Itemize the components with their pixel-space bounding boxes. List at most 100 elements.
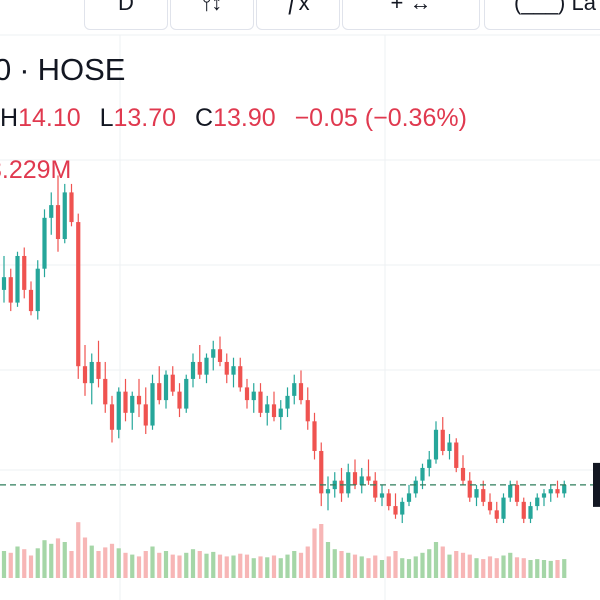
candle-body — [481, 489, 486, 502]
volume-bar — [339, 551, 344, 578]
candle-body — [359, 476, 364, 485]
volume-bars — [1, 522, 567, 578]
candle-body — [325, 489, 331, 494]
candle-body — [143, 404, 148, 426]
candle-body — [427, 459, 432, 468]
candle-body — [35, 268, 40, 312]
candle-body — [406, 493, 412, 502]
candle-body — [130, 395, 135, 413]
candle-body — [103, 378, 108, 405]
volume-bar — [35, 548, 40, 578]
candle-body — [224, 361, 229, 375]
volume-bar — [325, 542, 331, 578]
close-label: C — [195, 104, 214, 132]
volume-bar — [244, 554, 250, 578]
volume-bar — [400, 558, 405, 578]
volume-bar — [548, 560, 553, 578]
volume-bar — [521, 558, 526, 578]
candle-body — [238, 366, 243, 388]
volume-bar — [217, 554, 223, 578]
volume-bar — [224, 556, 229, 578]
volume-bar — [494, 558, 499, 578]
candle-body — [177, 391, 182, 409]
volume-bar — [190, 549, 196, 578]
candle-body — [400, 501, 405, 515]
candle-body — [555, 489, 560, 494]
volume-bar — [82, 537, 88, 578]
volume-bar — [440, 546, 445, 578]
candle-body — [420, 467, 425, 481]
candle-body — [22, 255, 27, 290]
indicators-button[interactable]: ƒx — [256, 0, 340, 30]
volume-bar — [116, 548, 121, 578]
volume-bar — [103, 547, 108, 578]
candle-body — [28, 289, 34, 312]
candle-body — [89, 361, 94, 384]
candle-body — [319, 450, 324, 494]
candle-body — [231, 366, 236, 375]
candle-body — [15, 255, 20, 303]
volume-bar — [454, 551, 459, 578]
candle-body — [244, 387, 250, 401]
volume-bar — [123, 552, 128, 578]
candle-body — [76, 222, 81, 367]
volume-bar — [109, 543, 115, 578]
volume-bar — [474, 558, 479, 578]
candle-body — [393, 506, 398, 515]
candle-body — [49, 205, 54, 218]
candle-body — [42, 217, 47, 269]
volume-bar — [541, 560, 547, 578]
volume-bar — [69, 551, 74, 578]
volume-bar — [460, 552, 466, 578]
candle-body — [285, 395, 290, 409]
volume-bar — [305, 546, 310, 578]
volume-bar — [170, 554, 175, 578]
candle-body — [447, 442, 452, 451]
volume-bar — [130, 554, 135, 578]
volume-bar — [42, 540, 47, 578]
candle-body — [116, 391, 121, 430]
compare-button[interactable]: + ↔ — [342, 0, 480, 30]
candle-body — [528, 506, 533, 519]
candle-body — [8, 277, 13, 303]
volume-bar — [136, 556, 142, 578]
candle-body — [170, 374, 175, 392]
candle-style-button[interactable]: ⫯↕ — [170, 0, 254, 30]
volume-bar — [319, 524, 324, 578]
candle-body — [217, 349, 223, 362]
symbol-line: 0 · HOSE — [0, 52, 125, 88]
volume-value: 3.229M — [0, 156, 72, 184]
volume-bar — [15, 546, 20, 578]
volume-bar — [251, 558, 256, 578]
volume-bar — [62, 542, 67, 578]
volume-bar — [76, 522, 81, 578]
volume-bar — [49, 543, 54, 578]
candle-body — [386, 493, 391, 507]
exchange-name: HOSE — [37, 52, 126, 87]
candle-body — [190, 361, 196, 379]
low-value: 13.70 — [113, 104, 177, 132]
volume-bar — [28, 555, 34, 578]
candle-body — [211, 349, 216, 358]
volume-bar — [22, 549, 27, 578]
volume-bar — [157, 552, 162, 578]
high-label: H — [0, 104, 19, 132]
legend-separator: · — [19, 52, 30, 87]
volume-bar — [143, 551, 148, 578]
candle-body — [440, 429, 445, 451]
volume-bar — [352, 554, 358, 578]
low-label: L — [99, 104, 114, 132]
candle-body — [251, 391, 256, 401]
volume-bar — [278, 558, 283, 578]
interval-button[interactable]: D — [84, 0, 168, 30]
volume-bar — [211, 551, 216, 578]
candle-body — [521, 501, 526, 519]
volume-bar — [420, 552, 425, 578]
layout-button[interactable]: (___) La — [484, 0, 600, 30]
volume-bar — [373, 555, 378, 578]
volume-bar — [413, 556, 418, 578]
high-value: 14.10 — [18, 104, 81, 132]
volume-bar — [96, 551, 101, 578]
candle-body — [55, 205, 61, 240]
